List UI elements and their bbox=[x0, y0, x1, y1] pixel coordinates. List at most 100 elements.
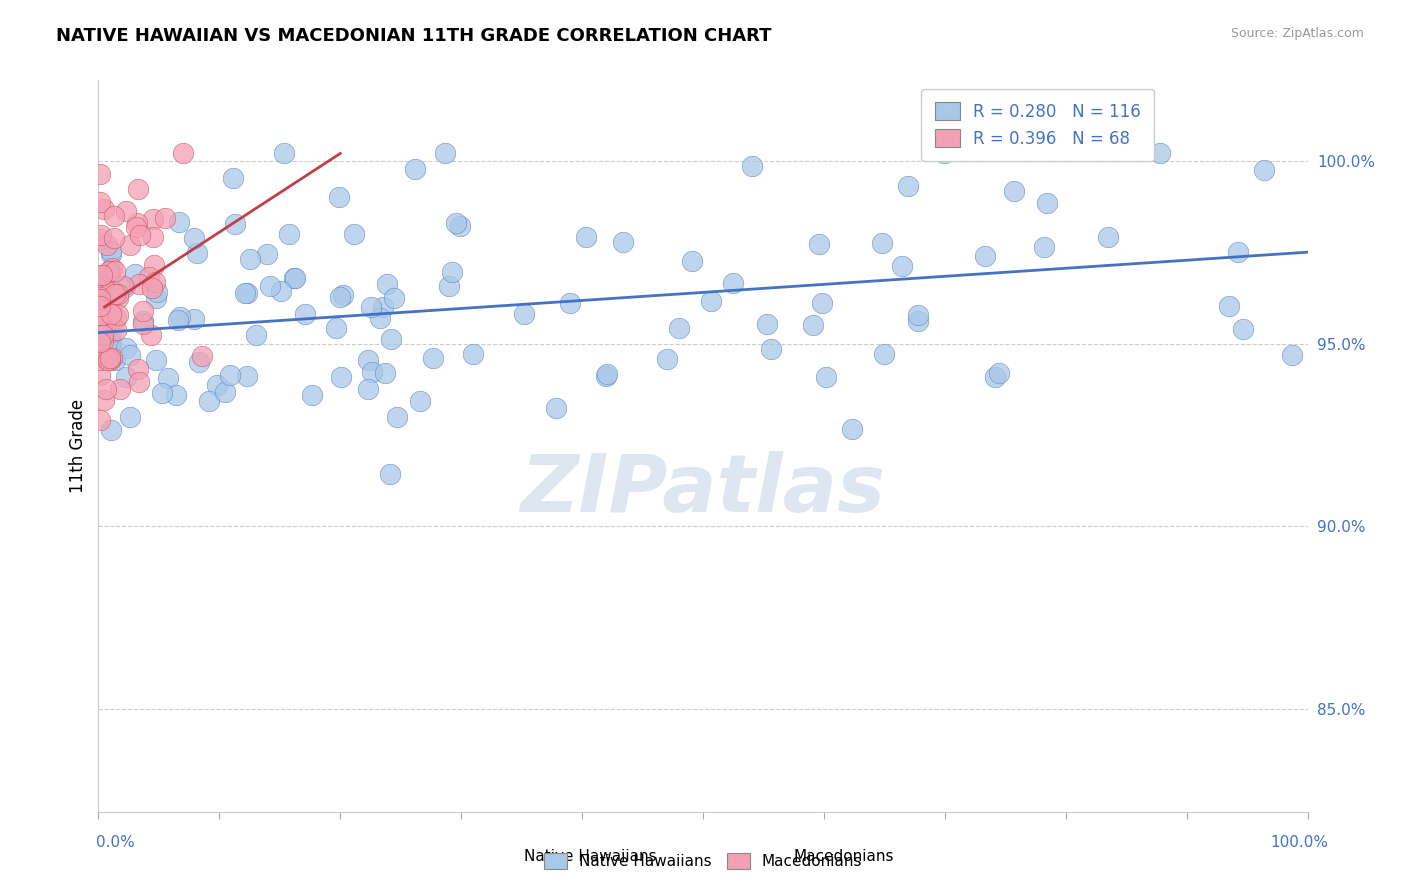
Point bbox=[139, 328, 162, 343]
Point bbox=[422, 351, 444, 365]
Point bbox=[235, 285, 257, 300]
Point bbox=[841, 422, 863, 436]
Point bbox=[98, 285, 121, 299]
Point bbox=[89, 325, 111, 339]
Point bbox=[1033, 240, 1056, 254]
Point bbox=[90, 281, 112, 295]
Point bbox=[222, 171, 245, 186]
Point bbox=[699, 294, 721, 309]
Point bbox=[371, 301, 394, 315]
Point bbox=[741, 159, 763, 173]
Point bbox=[131, 314, 153, 328]
Point bbox=[101, 260, 124, 275]
Point bbox=[100, 353, 122, 368]
Point bbox=[145, 353, 167, 368]
Point bbox=[1097, 230, 1119, 244]
Point bbox=[755, 317, 778, 331]
Point bbox=[907, 314, 929, 328]
Point bbox=[325, 321, 347, 335]
Point bbox=[328, 190, 350, 204]
Point bbox=[115, 204, 138, 219]
Point bbox=[138, 270, 160, 285]
Point bbox=[104, 287, 127, 301]
Point bbox=[131, 303, 153, 318]
Point bbox=[440, 265, 463, 279]
Point bbox=[153, 211, 176, 225]
Point bbox=[104, 263, 127, 277]
Point bbox=[575, 230, 598, 244]
Point bbox=[132, 317, 155, 331]
Text: Native Hawaiians: Native Hawaiians bbox=[524, 849, 657, 863]
Point bbox=[233, 285, 256, 300]
Point bbox=[329, 369, 352, 384]
Point bbox=[245, 327, 267, 342]
Point bbox=[107, 287, 129, 301]
Point bbox=[91, 327, 114, 342]
Point bbox=[934, 146, 956, 161]
Point bbox=[872, 347, 894, 361]
Point bbox=[142, 230, 165, 244]
Point bbox=[89, 290, 111, 304]
Point bbox=[105, 311, 128, 326]
Point bbox=[127, 216, 149, 230]
Point bbox=[360, 300, 382, 314]
Point bbox=[343, 227, 366, 241]
Point bbox=[368, 310, 391, 325]
Point bbox=[808, 237, 831, 252]
Point bbox=[294, 307, 316, 321]
Point bbox=[91, 268, 114, 282]
Point bbox=[125, 220, 148, 235]
Point bbox=[380, 332, 402, 346]
Legend: Native Hawaiians, Macedonians: Native Hawaiians, Macedonians bbox=[537, 847, 869, 875]
Point bbox=[127, 182, 149, 196]
Point bbox=[98, 351, 121, 365]
Point bbox=[1253, 163, 1275, 178]
Point bbox=[89, 231, 111, 245]
Point bbox=[89, 413, 111, 427]
Point bbox=[96, 238, 118, 252]
Point bbox=[984, 370, 1007, 384]
Point bbox=[612, 235, 634, 249]
Point bbox=[89, 353, 111, 368]
Point bbox=[329, 290, 352, 304]
Text: Source: ZipAtlas.com: Source: ZipAtlas.com bbox=[1230, 27, 1364, 40]
Point bbox=[668, 321, 690, 335]
Point bbox=[100, 283, 122, 297]
Point bbox=[815, 370, 838, 384]
Point bbox=[1232, 322, 1254, 336]
Point bbox=[186, 246, 208, 260]
Point bbox=[801, 318, 824, 333]
Point bbox=[1036, 195, 1059, 210]
Point bbox=[100, 423, 122, 437]
Point bbox=[360, 365, 382, 379]
Point bbox=[89, 195, 111, 210]
Point bbox=[108, 383, 131, 397]
Text: NATIVE HAWAIIAN VS MACEDONIAN 11TH GRADE CORRELATION CHART: NATIVE HAWAIIAN VS MACEDONIAN 11TH GRADE… bbox=[56, 27, 772, 45]
Text: 100.0%: 100.0% bbox=[1271, 836, 1329, 850]
Point bbox=[374, 366, 396, 380]
Point bbox=[156, 370, 179, 384]
Point bbox=[595, 369, 617, 384]
Point bbox=[595, 367, 617, 381]
Point bbox=[408, 394, 430, 409]
Point bbox=[301, 387, 323, 401]
Point bbox=[377, 277, 399, 291]
Point bbox=[124, 267, 146, 281]
Point bbox=[142, 211, 165, 226]
Point bbox=[115, 341, 138, 355]
Point bbox=[93, 334, 115, 348]
Point bbox=[1149, 146, 1171, 161]
Point bbox=[142, 258, 165, 272]
Point bbox=[107, 291, 129, 305]
Point bbox=[988, 367, 1011, 381]
Point bbox=[101, 351, 124, 365]
Point bbox=[165, 388, 187, 402]
Point bbox=[239, 252, 262, 266]
Point bbox=[897, 178, 920, 193]
Point bbox=[120, 347, 142, 361]
Point bbox=[681, 253, 703, 268]
Point bbox=[560, 296, 582, 310]
Point bbox=[449, 219, 471, 233]
Point bbox=[214, 385, 236, 400]
Point bbox=[118, 409, 141, 424]
